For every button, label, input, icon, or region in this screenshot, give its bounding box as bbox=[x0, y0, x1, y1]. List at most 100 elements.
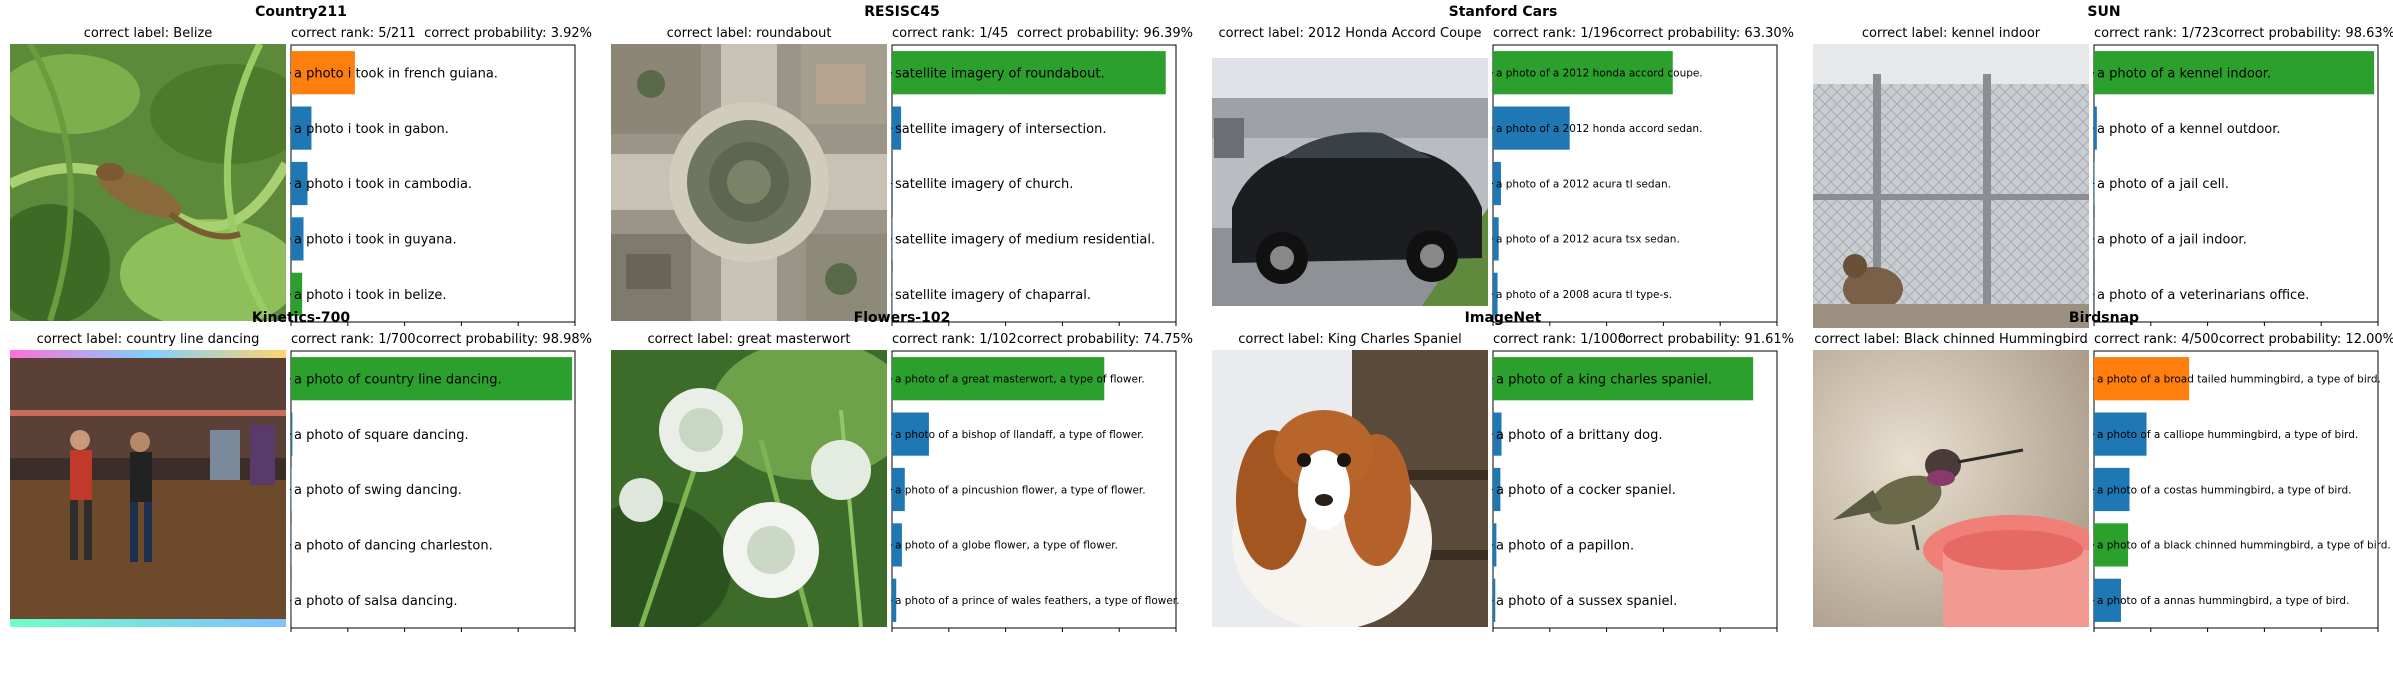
bar bbox=[1493, 51, 1673, 95]
correct-rank: correct rank: 5/211 bbox=[291, 26, 416, 41]
correct-rank: correct rank: 1/45 bbox=[892, 26, 1009, 41]
bar bbox=[291, 106, 312, 150]
correct-rank: correct rank: 4/500 bbox=[2094, 332, 2219, 347]
bar-chart: satellite imagery of roundabout. satellit… bbox=[891, 44, 1177, 326]
bar bbox=[1493, 357, 1754, 401]
correct-label: correct label: roundabout bbox=[666, 26, 832, 41]
bar bbox=[1493, 467, 1501, 512]
bar-label: a photo i took in belize. bbox=[294, 288, 447, 303]
panel-kinetics-700: Kinetics-700 correct label: country line… bbox=[10, 306, 592, 632]
panel-country211: Country211 correct label: Belize correct… bbox=[10, 0, 592, 326]
bar-chart: a photo of a great masterwort, a type of… bbox=[891, 350, 1180, 632]
bar bbox=[892, 217, 893, 261]
panel-title: RESISC45 bbox=[864, 4, 940, 20]
bar-label: a photo of square dancing. bbox=[294, 428, 469, 443]
bar-label: a photo of swing dancing. bbox=[294, 483, 462, 498]
bar bbox=[892, 161, 893, 206]
bar bbox=[1493, 106, 1570, 150]
bar bbox=[2094, 161, 2095, 206]
panel-stanford-cars: Stanford Cars correct label: 2012 Honda … bbox=[1212, 0, 1794, 326]
bar bbox=[1493, 523, 1497, 567]
correct-probability: correct probability: 96.39% bbox=[1016, 26, 1193, 41]
correct-probability: correct probability: 98.98% bbox=[415, 332, 592, 347]
sample-photo-dancing bbox=[10, 350, 286, 627]
bar bbox=[291, 51, 355, 95]
bar bbox=[1493, 272, 1498, 316]
bar-chart: a photo of country line dancing. a photo … bbox=[290, 350, 576, 632]
bar bbox=[2094, 106, 2097, 150]
panel-resisc45: RESISC45 correct label: roundabout corre… bbox=[611, 0, 1193, 326]
bar-label: a photo of a costas hummingbird, a type … bbox=[2097, 484, 2351, 496]
bar-chart: a photo of a 2012 honda accord coupe. a p… bbox=[1492, 44, 1778, 326]
bar bbox=[2094, 578, 2121, 622]
bar bbox=[1493, 217, 1499, 261]
bar-chart: a photo of a broad tailed hummingbird, a… bbox=[2093, 350, 2391, 632]
correct-probability: correct probability: 3.92% bbox=[424, 26, 592, 41]
bar-chart: a photo of a king charles spaniel. a phot… bbox=[1492, 350, 1778, 632]
bar-label: a photo of dancing charleston. bbox=[294, 539, 493, 554]
bar-label: satellite imagery of chaparral. bbox=[895, 288, 1091, 303]
correct-label: correct label: country line dancing bbox=[36, 332, 260, 347]
correct-label: correct label: Black chinned Hummingbird bbox=[1814, 332, 2088, 347]
bar-label: a photo of a brittany dog. bbox=[1496, 428, 1663, 443]
bar-label: a photo of a broad tailed hummingbird, a… bbox=[2097, 373, 2381, 385]
bar-label: a photo i took in cambodia. bbox=[294, 177, 472, 192]
correct-probability: correct probability: 12.00% bbox=[2218, 332, 2393, 347]
bar-label: a photo of a sussex spaniel. bbox=[1496, 594, 1677, 609]
bar-label: a photo of a veterinarians office. bbox=[2097, 288, 2309, 303]
panel-title: Birdsnap bbox=[2068, 310, 2140, 326]
bar-label: a photo of a prince of wales feathers, a… bbox=[895, 595, 1180, 607]
bar-label: a photo of a king charles spaniel. bbox=[1496, 372, 1712, 387]
correct-label: correct label: great masterwort bbox=[647, 332, 851, 347]
correct-probability: correct probability: 74.75% bbox=[1016, 332, 1193, 347]
bar bbox=[291, 217, 304, 261]
bar bbox=[291, 161, 308, 206]
sample-photo-kennel bbox=[1813, 44, 2089, 328]
bar-label: a photo of a pincushion flower, a type o… bbox=[895, 484, 1146, 496]
bar bbox=[291, 357, 573, 401]
bar-label: a photo of a papillon. bbox=[1496, 539, 1634, 554]
panel-flowers-102: Flowers-102 correct label: great masterw… bbox=[611, 306, 1193, 632]
sample-photo-flower bbox=[611, 350, 887, 627]
bar-label: a photo of a cocker spaniel. bbox=[1496, 483, 1676, 498]
sample-photo-roundabout bbox=[611, 44, 887, 321]
bar-label: a photo of a bishop of llandaff, a type … bbox=[895, 429, 1144, 441]
panel-imagenet: ImageNet correct label: King Charles Spa… bbox=[1212, 306, 1794, 632]
panel-title: Kinetics-700 bbox=[251, 310, 351, 326]
bar-chart: a photo i took in french guiana. a photo … bbox=[290, 44, 576, 326]
bar bbox=[1493, 412, 1502, 456]
panel-sun: SUN correct label: kennel indoor correct… bbox=[1813, 0, 2393, 328]
bar-label: a photo of a black chinned hummingbird, … bbox=[2097, 540, 2391, 552]
correct-rank: correct rank: 1/723 bbox=[2094, 26, 2219, 41]
panel-title: Flowers-102 bbox=[853, 310, 951, 326]
panel-title: SUN bbox=[2087, 4, 2121, 20]
bar-chart: a photo of a kennel indoor. a photo of a … bbox=[2093, 44, 2379, 326]
bar-label: a photo of a great masterwort, a type of… bbox=[895, 373, 1145, 385]
sample-photo-hummingbird bbox=[1813, 350, 2089, 627]
bar-label: a photo of a 2012 honda accord sedan. bbox=[1496, 123, 1702, 135]
correct-label: correct label: King Charles Spaniel bbox=[1238, 332, 1462, 347]
correct-probability: correct probability: 91.61% bbox=[1617, 332, 1794, 347]
bar-label: a photo of a 2012 honda accord coupe. bbox=[1496, 67, 1703, 79]
bar-label: satellite imagery of medium residential. bbox=[895, 233, 1155, 248]
bar bbox=[1493, 578, 1496, 622]
bar-label: a photo of a globe flower, a type of flo… bbox=[895, 540, 1118, 552]
bar-label: a photo of country line dancing. bbox=[294, 372, 502, 387]
bar bbox=[2094, 523, 2129, 567]
bar-label: a photo of salsa dancing. bbox=[294, 594, 457, 609]
bar bbox=[892, 523, 902, 567]
correct-label: correct label: kennel indoor bbox=[1861, 26, 2041, 41]
bar bbox=[2094, 412, 2147, 456]
panel-title: Stanford Cars bbox=[1448, 4, 1558, 20]
sample-photo-car bbox=[1212, 58, 1488, 306]
correct-probability: correct probability: 63.30% bbox=[1617, 26, 1794, 41]
bar-label: a photo of a 2012 acura tsx sedan. bbox=[1496, 234, 1680, 246]
bar-label: a photo of a 2008 acura tl type-s. bbox=[1496, 289, 1672, 301]
panel-title: ImageNet bbox=[1464, 310, 1542, 326]
bar-label: a photo of a annas hummingbird, a type o… bbox=[2097, 595, 2349, 607]
bar-label: a photo i took in french guiana. bbox=[294, 66, 498, 81]
bar bbox=[291, 272, 303, 316]
bar-label: a photo of a 2012 acura tl sedan. bbox=[1496, 178, 1671, 190]
correct-label: correct label: 2012 Honda Accord Coupe bbox=[1218, 26, 1482, 41]
bar-label: satellite imagery of intersection. bbox=[895, 122, 1106, 137]
